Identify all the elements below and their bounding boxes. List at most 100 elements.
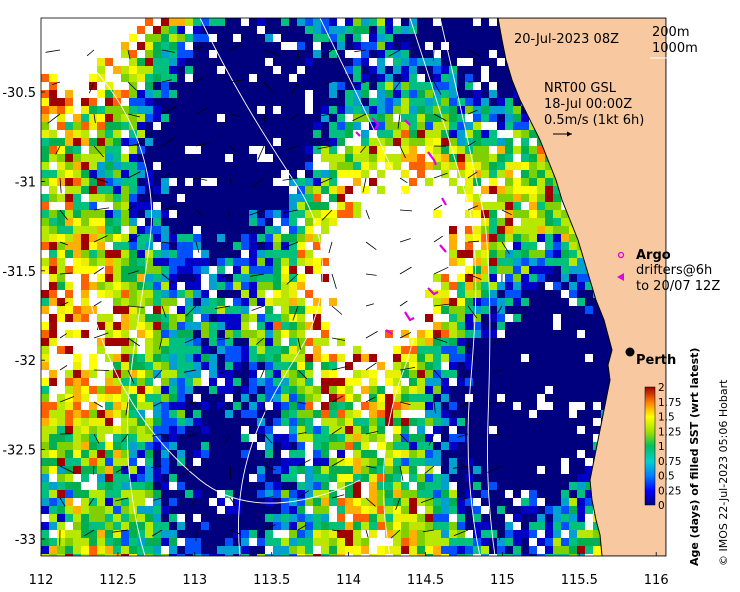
- sst-pixel: [305, 58, 313, 66]
- sst-pixel: [401, 450, 409, 458]
- sst-pixel: [241, 42, 249, 50]
- sst-pixel: [145, 394, 153, 402]
- sst-pixel: [569, 346, 577, 354]
- sst-pixel: [65, 442, 73, 450]
- sst-pixel: [193, 554, 201, 556]
- sst-pixel: [529, 370, 537, 378]
- sst-pixel: [265, 466, 273, 474]
- sst-pixel: [145, 186, 153, 194]
- sst-pixel: [457, 490, 465, 498]
- sst-pixel: [73, 554, 81, 556]
- sst-pixel: [257, 234, 265, 242]
- sst-pixel: [65, 250, 73, 258]
- sst-pixel: [369, 18, 377, 26]
- drifter-track: [427, 151, 438, 166]
- sst-pixel: [537, 186, 545, 194]
- sst-pixel: [321, 98, 329, 106]
- sst-pixel: [257, 538, 265, 546]
- sst-pixel: [337, 450, 345, 458]
- current-arrow: [323, 81, 333, 85]
- sst-pixel: [489, 42, 497, 50]
- sst-pixel: [41, 298, 49, 306]
- sst-pixel: [481, 402, 489, 410]
- sst-pixel: [545, 370, 553, 378]
- sst-pixel: [377, 402, 385, 410]
- sst-pixel: [233, 194, 241, 202]
- sst-pixel: [497, 170, 505, 178]
- sst-pixel: [153, 474, 161, 482]
- sst-pixel: [201, 114, 209, 122]
- sst-pixel: [225, 122, 233, 130]
- sst-pixel: [169, 506, 177, 514]
- sst-pixel: [89, 362, 97, 370]
- sst-pixel: [417, 458, 425, 466]
- sst-pixel: [273, 394, 281, 402]
- sst-pixel: [553, 482, 561, 490]
- sst-pixel: [545, 354, 553, 362]
- sst-pixel: [193, 282, 201, 290]
- sst-pixel: [73, 514, 81, 522]
- sst-pixel: [225, 490, 233, 498]
- sst-pixel: [281, 434, 289, 442]
- sst-pixel: [153, 450, 161, 458]
- sst-pixel: [321, 258, 329, 266]
- sst-pixel: [137, 314, 145, 322]
- sst-pixel: [321, 154, 329, 162]
- sst-pixel: [465, 146, 473, 154]
- sst-pixel: [593, 410, 601, 418]
- sst-pixel: [465, 130, 473, 138]
- sst-pixel: [377, 466, 385, 474]
- sst-pixel: [233, 362, 241, 370]
- sst-pixel: [289, 514, 297, 522]
- sst-pixel: [545, 498, 553, 506]
- sst-pixel: [417, 538, 425, 546]
- sst-pixel: [273, 154, 281, 162]
- sst-pixel: [89, 186, 97, 194]
- sst-pixel: [497, 490, 505, 498]
- sst-pixel: [289, 18, 297, 26]
- sst-pixel: [409, 498, 417, 506]
- sst-pixel: [497, 546, 505, 554]
- sst-pixel: [217, 434, 225, 442]
- current-arrow: [399, 300, 408, 307]
- sst-pixel: [561, 258, 569, 266]
- sst-pixel: [569, 338, 577, 346]
- sst-pixel: [505, 546, 513, 554]
- sst-pixel: [425, 522, 433, 530]
- sst-pixel: [433, 522, 441, 530]
- sst-pixel: [313, 26, 321, 34]
- sst-pixel: [73, 354, 81, 362]
- sst-pixel: [273, 386, 281, 394]
- current-arrow: [352, 113, 367, 122]
- sst-pixel: [289, 258, 297, 266]
- sst-pixel: [401, 530, 409, 538]
- sst-pixel: [209, 258, 217, 266]
- sst-pixel: [601, 370, 609, 378]
- sst-pixel: [473, 154, 481, 162]
- current-arrow: [59, 333, 67, 339]
- sst-pixel: [57, 98, 65, 106]
- sst-pixel: [457, 322, 465, 330]
- colorbar-tick-label: 1.75: [658, 397, 681, 409]
- sst-pixel: [465, 490, 473, 498]
- sst-pixel: [497, 34, 505, 42]
- sst-pixel: [41, 538, 49, 546]
- sst-pixel: [137, 330, 145, 338]
- sst-pixel: [513, 538, 521, 546]
- sst-pixel: [569, 442, 577, 450]
- sst-pixel: [73, 306, 81, 314]
- sst-pixel: [265, 26, 273, 34]
- sst-pixel: [321, 170, 329, 178]
- current-arrow: [365, 241, 377, 251]
- sst-pixel: [185, 378, 193, 386]
- sst-pixel: [145, 482, 153, 490]
- sst-pixel: [233, 466, 241, 474]
- sst-pixel: [145, 554, 153, 556]
- sst-pixel: [337, 122, 345, 130]
- sst-pixel: [305, 218, 313, 226]
- sst-pixel: [193, 370, 201, 378]
- sst-pixel: [169, 418, 177, 426]
- sst-pixel: [273, 98, 281, 106]
- sst-pixel: [201, 474, 209, 482]
- current-arrow: [195, 45, 204, 51]
